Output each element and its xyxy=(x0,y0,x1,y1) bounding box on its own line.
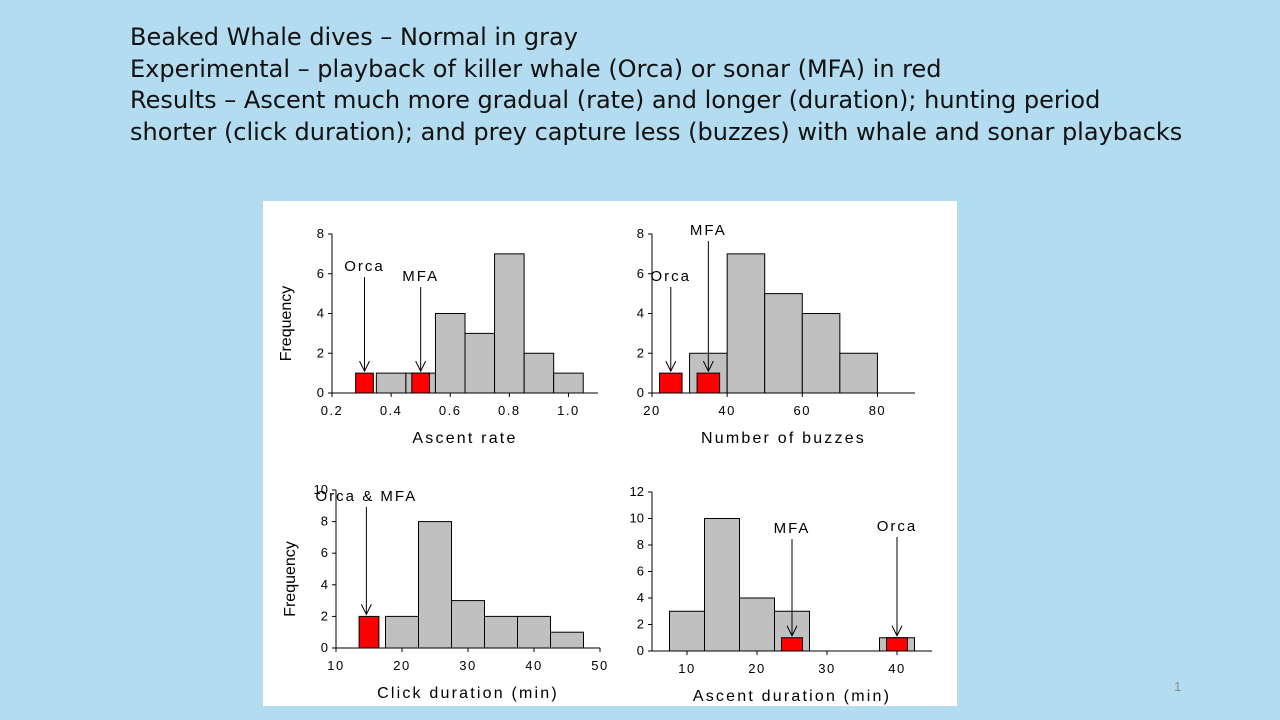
x-tick-label: 80 xyxy=(869,403,886,418)
normal-bar xyxy=(375,372,407,394)
normal-bar xyxy=(726,253,766,394)
x-tick-label: 0.4 xyxy=(380,403,403,418)
x-tick-label: 0.2 xyxy=(321,403,344,418)
x-tick-label: 0.8 xyxy=(498,403,521,418)
y-tick-label: 2 xyxy=(637,345,644,360)
y-tick-label: 10 xyxy=(314,482,328,497)
normal-bar xyxy=(434,313,466,394)
slide-line-3: Results – Ascent much more gradual (rate… xyxy=(130,86,1101,114)
arrow-head xyxy=(415,360,427,373)
normal-bar xyxy=(553,372,584,394)
normal-bar xyxy=(494,253,525,394)
normal-bar xyxy=(517,615,551,649)
annotation-label: MFA xyxy=(402,268,439,285)
experimental-bar xyxy=(659,372,683,394)
annotation-label: Orca xyxy=(344,258,385,275)
x-axis-label: Ascent rate xyxy=(412,430,517,447)
y-tick-label: 12 xyxy=(630,484,644,499)
slide-line-4: shorter (click duration); and prey captu… xyxy=(130,117,1183,146)
experimental-bar xyxy=(781,637,803,652)
normal-bar xyxy=(484,615,518,649)
annotation-label: Orca xyxy=(651,268,692,285)
y-tick-label: 2 xyxy=(637,617,644,632)
y-tick-label: 10 xyxy=(630,511,644,526)
y-tick-label: 8 xyxy=(637,226,644,241)
slide-number: 1 xyxy=(1174,679,1182,694)
chart-panel-3: 0 2 4 6 8 10 10 20 30 40 50 Orca & MFA Click duratio… xyxy=(282,482,608,702)
x-tick-label: 20 xyxy=(393,658,410,673)
x-tick-label: 40 xyxy=(888,661,905,676)
normal-bar xyxy=(550,631,584,649)
slide-line-2: Experimental – playback of killer whale … xyxy=(130,54,942,83)
x-tick-label: 20 xyxy=(748,661,765,676)
y-tick-label: 0 xyxy=(317,385,324,400)
x-axis-label: Ascent duration (min) xyxy=(693,688,891,705)
normal-bar xyxy=(801,313,841,394)
y-tick-label: 6 xyxy=(317,266,324,281)
y-tick-label: 4 xyxy=(321,577,328,592)
x-tick-label: 50 xyxy=(591,658,608,673)
normal-bar xyxy=(739,597,775,652)
y-tick-label: 0 xyxy=(321,640,328,655)
annotation-label: Orca xyxy=(877,518,918,535)
chart-panel-2: 0 2 4 6 8 20 40 60 80 Orca MFA Number of buzzes xyxy=(637,222,915,447)
y-tick-label: 6 xyxy=(321,545,328,560)
x-tick-label: 30 xyxy=(459,658,476,673)
normal-bar xyxy=(451,600,485,649)
annotation-label: MFA xyxy=(774,520,811,537)
chart-panel-4: 0 2 4 6 8 10 12 10 20 30 40 MFA Orca Ascent duration … xyxy=(630,484,932,705)
annotation-label: MFA xyxy=(690,222,727,239)
y-tick-label: 2 xyxy=(321,608,328,623)
normal-bar xyxy=(764,293,803,394)
annotation-label: Orca & MFA xyxy=(316,488,418,505)
arrow-head xyxy=(360,604,372,616)
y-axis-label: Frequency xyxy=(282,541,299,617)
x-tick-label: 1.0 xyxy=(557,403,580,418)
y-tick-label: 4 xyxy=(317,306,324,321)
normal-bar xyxy=(464,332,496,394)
x-tick-label: 40 xyxy=(525,658,542,673)
normal-bar xyxy=(669,610,705,652)
histogram-panels: 0 2 4 6 8 0.2 0.4 0.6 0.8 1.0 Orca MFA Ascent rate Fr… xyxy=(278,222,932,705)
arrow-head xyxy=(891,625,903,637)
normal-bar xyxy=(418,521,452,649)
chart-panel-1: 0 2 4 6 8 0.2 0.4 0.6 0.8 1.0 Orca MFA Ascent rate Fr… xyxy=(278,226,598,447)
x-axis-label: Number of buzzes xyxy=(701,430,866,447)
y-tick-label: 8 xyxy=(321,514,328,529)
experimental-bar xyxy=(411,372,431,394)
normal-bar xyxy=(839,352,878,394)
x-tick-label: 10 xyxy=(327,658,344,673)
experimental-bar xyxy=(696,372,721,394)
slide-line-1: Beaked Whale dives – Normal in gray xyxy=(130,23,578,51)
y-axis-label: Frequency xyxy=(278,286,295,362)
arrow-head xyxy=(359,360,370,373)
experimental-bar xyxy=(358,615,380,649)
arrow-head xyxy=(665,360,677,373)
y-tick-label: 8 xyxy=(637,537,644,552)
x-tick-label: 0.6 xyxy=(439,403,462,418)
arrow-head xyxy=(786,625,798,637)
x-tick-label: 20 xyxy=(643,403,660,418)
slide-text: Beaked Whale dives – Normal in gray Expe… xyxy=(130,22,1230,148)
y-tick-label: 6 xyxy=(637,266,644,281)
experimental-bar xyxy=(355,372,374,394)
y-tick-label: 4 xyxy=(637,306,644,321)
x-tick-label: 60 xyxy=(794,403,811,418)
y-tick-label: 6 xyxy=(637,564,644,579)
y-tick-label: 0 xyxy=(637,385,644,400)
x-axis-label: Click duration (min) xyxy=(377,685,559,702)
experimental-bar xyxy=(886,637,908,652)
normal-bar xyxy=(523,352,555,394)
y-tick-label: 2 xyxy=(317,345,324,360)
x-tick-label: 40 xyxy=(718,403,735,418)
arrow-head xyxy=(702,360,714,373)
y-tick-label: 4 xyxy=(637,590,644,605)
normal-bar xyxy=(385,615,419,649)
histogram-figure: 0 2 4 6 8 0.2 0.4 0.6 0.8 1.0 Orca MFA Ascent rate Fr… xyxy=(263,201,957,706)
x-tick-label: 10 xyxy=(678,661,695,676)
y-tick-label: 8 xyxy=(317,226,324,241)
y-tick-label: 0 xyxy=(637,643,644,658)
x-tick-label: 30 xyxy=(818,661,835,676)
normal-bar xyxy=(704,518,740,652)
